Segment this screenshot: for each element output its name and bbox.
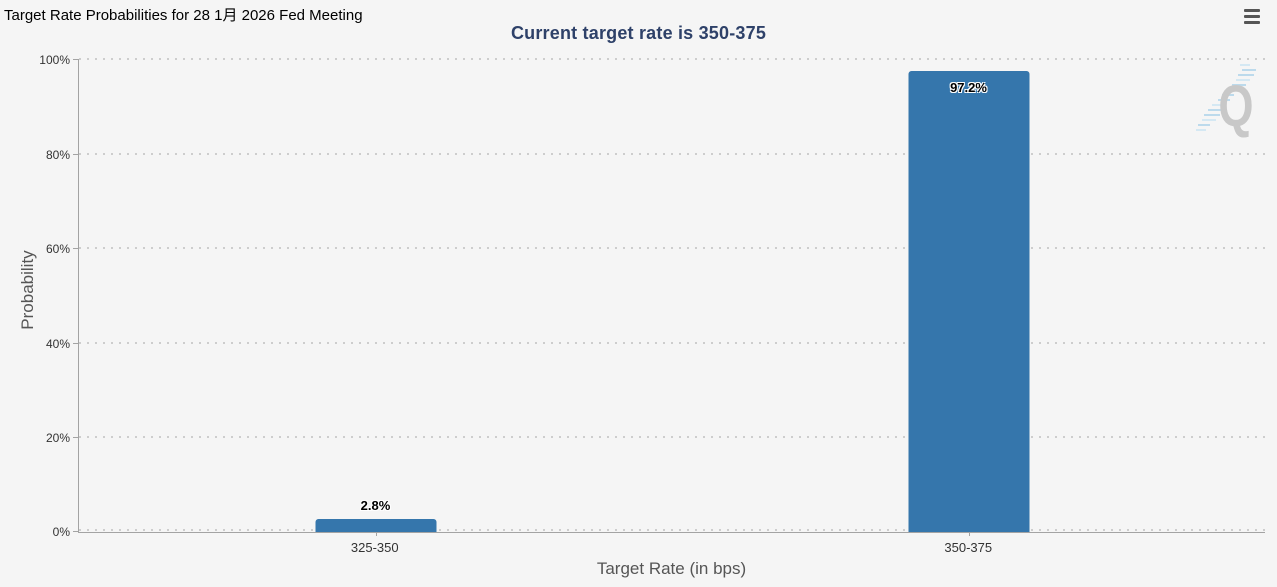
y-axis-tick (73, 59, 78, 60)
y-axis-label: 80% (45, 147, 70, 162)
gridline-40 (79, 341, 1265, 344)
bar-column-325-350: 2.8% (79, 59, 672, 532)
x-axis-tick (968, 532, 970, 536)
probability-bar[interactable] (315, 519, 436, 532)
page-title: Target Rate Probabilities for 28 1月 2026… (4, 7, 363, 24)
gridline-60 (79, 247, 1265, 250)
y-axis-title: Probability (18, 250, 37, 330)
x-axis-label: 350-375 (944, 540, 993, 555)
x-axis-title: Target Rate (in bps) (596, 559, 747, 578)
context-menu-button[interactable] (1239, 4, 1265, 28)
bar-value-label: 97.2% (950, 80, 987, 95)
chart-title: Current target rate is 350-375 (510, 23, 767, 43)
gridline-20 (79, 436, 1265, 439)
quikstrike-watermark: Q (1196, 60, 1266, 139)
hamburger-icon (1244, 14, 1260, 18)
y-axis-label: 40% (45, 336, 70, 351)
hamburger-icon (1244, 20, 1260, 24)
gridline-80 (79, 152, 1265, 155)
bar-column-350-375: 97.2% (672, 59, 1265, 532)
y-axis-label: 0% (52, 525, 70, 539)
y-axis-tick (73, 437, 78, 439)
y-axis-tick (73, 248, 78, 250)
x-axis-tick (375, 532, 377, 536)
plot-area: 0% 20% 40% 60% 80% 100% 2.8% 97.2% (39, 53, 1265, 539)
y-axis-tick (73, 342, 78, 344)
gridline-0 (79, 529, 1265, 531)
y-axis-tick (73, 531, 78, 532)
y-axis-label: 20% (45, 431, 70, 446)
probability-bar[interactable] (908, 71, 1029, 532)
quikstrike-logo-icon: Q (1196, 64, 1256, 139)
y-axis-label: 100% (39, 53, 70, 67)
svg-text:Q: Q (1218, 75, 1253, 138)
y-axis-label: 60% (45, 242, 70, 257)
y-axis-tick (73, 153, 78, 155)
hamburger-icon (1244, 8, 1260, 12)
x-axis-category-labels: 325-350 350-375 (78, 540, 1265, 555)
bar-value-label: 2.8% (360, 498, 391, 513)
x-axis-label: 325-350 (350, 540, 399, 555)
gridline-100 (79, 58, 1265, 60)
